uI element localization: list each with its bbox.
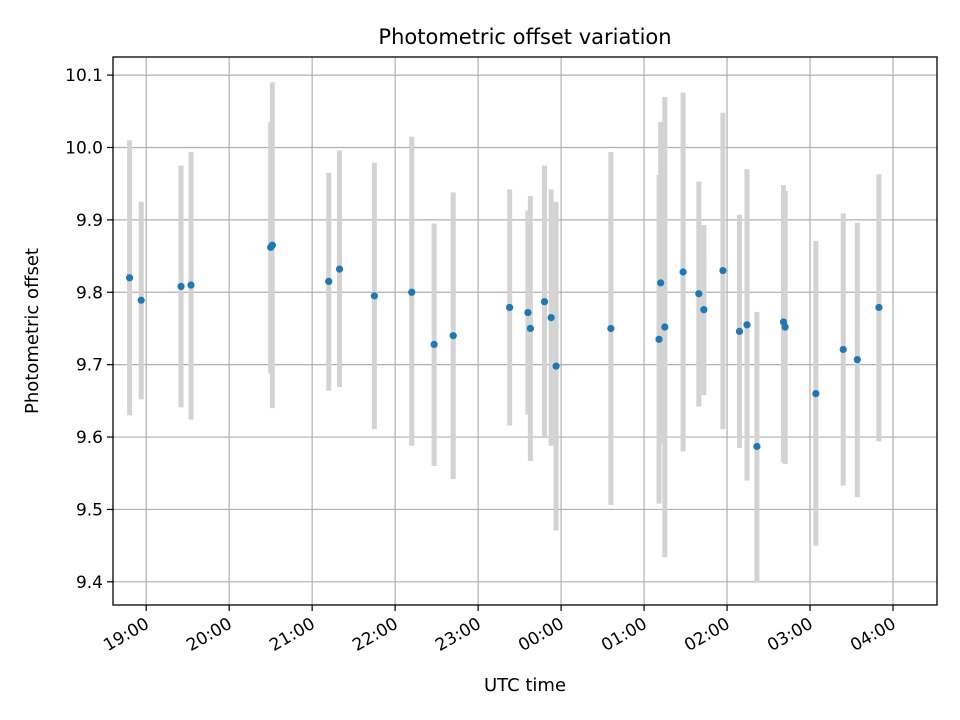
- y-tick-label: 10.0: [65, 138, 103, 158]
- data-point: [812, 390, 820, 398]
- y-tick-label: 9.5: [76, 500, 103, 520]
- data-point: [325, 277, 333, 286]
- data-point: [187, 281, 195, 289]
- data-point: [524, 308, 532, 317]
- data-point: [125, 274, 134, 282]
- data-point: [700, 306, 708, 314]
- data-point: [506, 303, 514, 312]
- data-point: [370, 292, 378, 300]
- data-markers: [125, 241, 883, 451]
- data-point: [137, 296, 145, 304]
- data-point: [661, 323, 669, 331]
- y-tick-label: 9.6: [76, 428, 103, 448]
- data-point: [526, 324, 534, 333]
- y-tick-label: 9.9: [76, 211, 103, 231]
- plot-frame: [112, 56, 938, 606]
- y-tick-label: 10.1: [65, 66, 103, 86]
- data-point: [408, 288, 416, 296]
- data-point: [781, 323, 789, 331]
- data-point: [853, 355, 861, 364]
- chart-title: Photometric offset variation: [378, 25, 671, 49]
- data-point: [655, 335, 663, 343]
- data-point: [540, 298, 549, 306]
- y-tick-label: 9.4: [76, 573, 103, 593]
- x-axis-label: UTC time: [484, 675, 566, 696]
- y-tick-label: 9.8: [76, 283, 103, 303]
- data-point: [839, 345, 847, 354]
- data-point: [335, 265, 344, 273]
- data-point: [743, 321, 751, 329]
- data-point: [695, 290, 703, 298]
- data-point: [753, 442, 761, 451]
- data-point: [177, 282, 185, 291]
- data-point: [657, 279, 665, 287]
- data-point: [547, 314, 555, 322]
- y-tick-label: 9.7: [76, 356, 103, 376]
- data-point: [268, 241, 276, 249]
- y-axis-label: Photometric offset: [22, 248, 43, 414]
- data-point: [430, 340, 438, 348]
- data-point: [719, 266, 727, 275]
- grid: [113, 57, 937, 605]
- data-point: [552, 362, 560, 370]
- data-point: [607, 324, 615, 333]
- data-point: [679, 268, 687, 276]
- data-point: [875, 303, 883, 312]
- data-point: [735, 327, 744, 335]
- data-point: [449, 332, 457, 340]
